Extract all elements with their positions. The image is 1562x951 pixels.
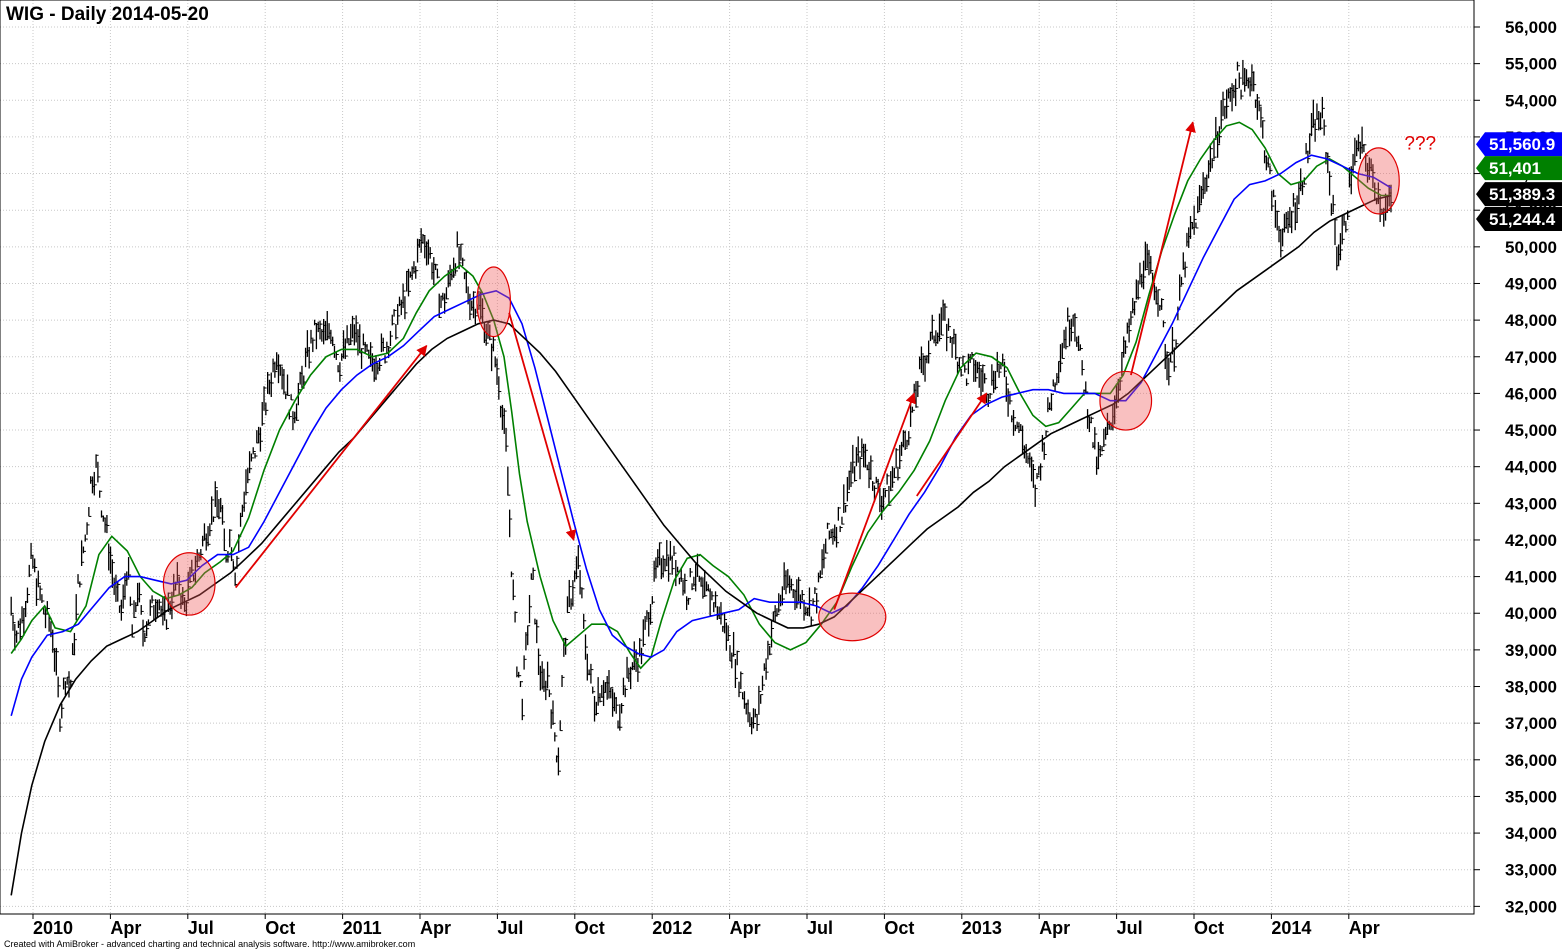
y-tick-label-3: 35,000: [1505, 787, 1557, 806]
highlight-circle-3: [1099, 370, 1153, 431]
x-tick-label-14: Jul: [1117, 918, 1143, 938]
y-tick-label-13: 45,000: [1505, 421, 1557, 440]
trend-arrow-3: [916, 392, 988, 497]
x-tick-label-7: Oct: [575, 918, 605, 938]
x-tick-label-9: Apr: [730, 918, 761, 938]
y-tick-label-17: 49,000: [1505, 274, 1557, 293]
chart-title: WIG - Daily 2014-05-20: [6, 4, 209, 25]
x-tick-label-15: Oct: [1194, 918, 1224, 938]
y-tick-label-15: 47,000: [1505, 348, 1557, 367]
y-tick-label-5: 37,000: [1505, 714, 1557, 733]
x-tick-label-6: Jul: [497, 918, 523, 938]
x-tick-label-11: Oct: [884, 918, 914, 938]
trend-arrow-2: [833, 392, 916, 610]
y-tick-label-23: 55,000: [1505, 55, 1557, 74]
y-tick-label-6: 38,000: [1505, 678, 1557, 697]
highlight-circle-0: [162, 552, 216, 616]
trend-arrow-1: [508, 312, 577, 541]
y-tick-label-22: 54,000: [1505, 91, 1557, 110]
trend-arrow-4: [1130, 121, 1196, 376]
value-badge-label-0: 51,560.9: [1489, 135, 1555, 154]
x-tick-label-0: 2010: [33, 918, 73, 938]
x-tick-label-3: Oct: [265, 918, 295, 938]
y-tick-label-7: 39,000: [1505, 641, 1557, 660]
x-tick-label-17: Apr: [1349, 918, 1380, 938]
grid: [0, 0, 1474, 914]
trend-arrow-0: [234, 344, 428, 589]
highlight-circle-4: [1357, 147, 1400, 215]
x-axis: 2010 Apr Jul Oct 2011 Apr Jul Oct 2012 Apr Jul Oct 2…: [32, 914, 1380, 938]
x-tick-label-4: 2011: [343, 918, 382, 938]
series-line-0: [10, 121, 1392, 670]
y-axis: 32,000 33,000 34,000 35,000 36,000 37,000 38,0…: [1474, 18, 1557, 916]
question-mark-annotation: ???: [1404, 134, 1436, 155]
y-tick-label-16: 48,000: [1505, 311, 1557, 330]
x-tick-label-1: Apr: [110, 918, 141, 938]
y-tick-label-4: 36,000: [1505, 751, 1557, 770]
y-tick-label-12: 44,000: [1505, 458, 1557, 477]
x-tick-label-13: Apr: [1039, 918, 1070, 938]
x-tick-label-16: 2014: [1271, 918, 1311, 938]
value-badges: 51,560.9 51,401 51,389.3 51,244.4: [1476, 132, 1562, 231]
y-tick-label-8: 40,000: [1505, 604, 1557, 623]
value-badge-2: [1476, 182, 1562, 207]
x-tick-label-2: Jul: [188, 918, 214, 938]
highlight-circle-2: [818, 592, 887, 642]
annotations: ???: [162, 121, 1436, 642]
y-tick-label-0: 32,000: [1505, 897, 1557, 916]
highlight-circle-1: [476, 266, 512, 338]
y-tick-label-9: 41,000: [1505, 568, 1557, 587]
y-tick-label-14: 46,000: [1505, 384, 1557, 403]
y-tick-label-1: 33,000: [1505, 861, 1557, 880]
value-badge-label-3: 51,244.4: [1489, 210, 1556, 229]
value-badge-label-1: 51,401: [1489, 159, 1541, 178]
series-line-2: [10, 194, 1392, 896]
y-tick-label-24: 56,000: [1505, 18, 1557, 37]
moving-averages: [10, 121, 1392, 896]
footer-credit: Created with AmiBroker - advanced charti…: [4, 939, 415, 949]
plot-frame: [0, 0, 1475, 915]
value-badge-1: [1476, 156, 1562, 181]
value-badge-3: [1476, 206, 1562, 231]
y-tick-label-18: 50,000: [1505, 238, 1557, 257]
value-badge-0: [1476, 132, 1562, 157]
x-tick-label-10: Jul: [807, 918, 833, 938]
y-tick-label-2: 34,000: [1505, 824, 1557, 843]
y-tick-label-10: 42,000: [1505, 531, 1557, 550]
x-tick-label-12: 2013: [962, 918, 1002, 938]
x-tick-label-5: Apr: [420, 918, 451, 938]
series-line-1: [10, 154, 1392, 717]
value-badge-label-2: 51,389.3: [1489, 185, 1555, 204]
x-tick-label-8: 2012: [652, 918, 692, 938]
y-tick-label-11: 43,000: [1505, 494, 1557, 513]
